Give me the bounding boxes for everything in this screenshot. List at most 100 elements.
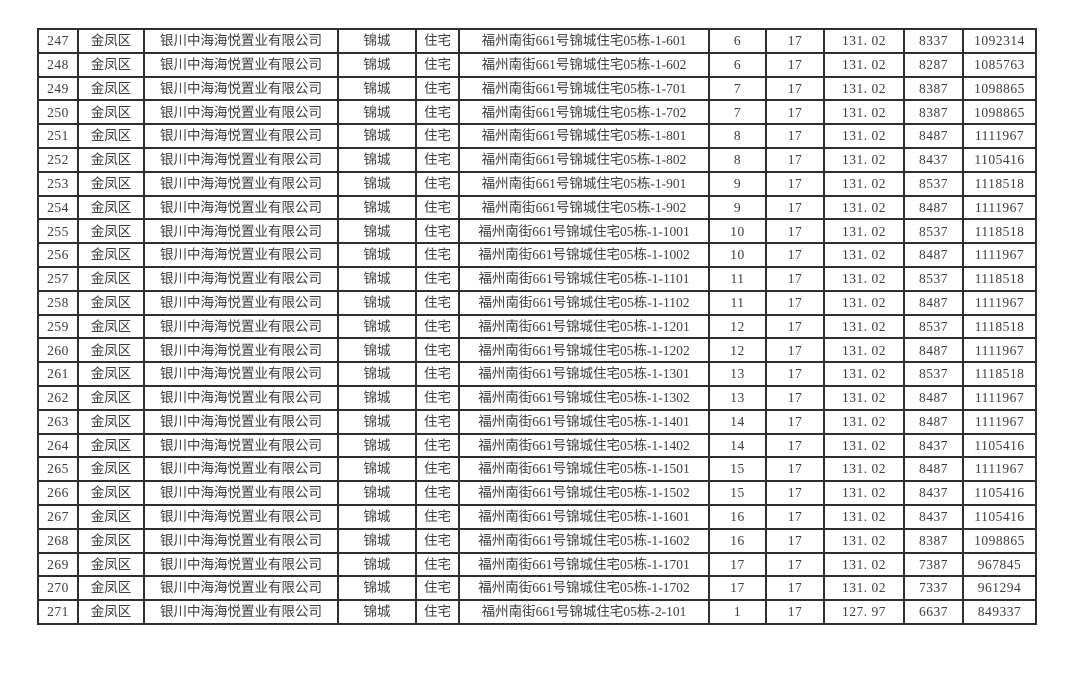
developer-cell: 银川中海海悦置业有限公司: [143, 170, 339, 197]
total-price-cell: 1085763: [962, 51, 1037, 78]
district-cell: 金凤区: [77, 75, 145, 102]
use-type-cell: 住宅: [415, 123, 460, 149]
table-row: 260 金凤区 银川中海海悦置业有限公司 锦城 住宅 福州南街661号锦城住宅05栋-1-…: [37, 337, 1037, 364]
seq-cell: 268: [37, 527, 79, 554]
seq-cell: 265: [37, 456, 79, 483]
floor-cell: 16: [708, 503, 767, 530]
total-price-cell: 1111967: [962, 337, 1037, 364]
unit-price-cell: 8537: [903, 361, 964, 387]
address-cell: 福州南街661号锦城住宅05栋-1-1702: [458, 575, 710, 602]
district-cell: 金凤区: [77, 503, 145, 530]
developer-cell: 银川中海海悦置业有限公司: [143, 361, 339, 387]
seq-cell: 261: [37, 361, 79, 387]
seq-cell: 259: [37, 313, 79, 340]
use-type-cell: 住宅: [415, 218, 460, 245]
total-floors-cell: 17: [765, 99, 825, 126]
total-floors-cell: 17: [765, 503, 825, 530]
seq-cell: 256: [37, 242, 79, 268]
address-cell: 福州南街661号锦城住宅05栋-1-1002: [458, 242, 710, 268]
developer-cell: 银川中海海悦置业有限公司: [143, 337, 339, 364]
table-row: 261 金凤区 银川中海海悦置业有限公司 锦城 住宅 福州南街661号锦城住宅05栋-1-…: [37, 361, 1037, 387]
developer-cell: 银川中海海悦置业有限公司: [143, 480, 339, 506]
area-cell: 131. 02: [823, 99, 905, 126]
district-cell: 金凤区: [77, 408, 145, 435]
total-price-cell: 1111967: [962, 123, 1037, 149]
project-cell: 锦城: [337, 265, 417, 292]
area-cell: 131. 02: [823, 75, 905, 102]
table-row: 270 金凤区 银川中海海悦置业有限公司 锦城 住宅 福州南街661号锦城住宅05栋-1-…: [37, 575, 1037, 602]
table-row: 256 金凤区 银川中海海悦置业有限公司 锦城 住宅 福州南街661号锦城住宅05栋-1-…: [37, 242, 1037, 268]
total-floors-cell: 17: [765, 551, 825, 578]
district-cell: 金凤区: [77, 289, 145, 316]
developer-cell: 银川中海海悦置业有限公司: [143, 456, 339, 483]
address-cell: 福州南街661号锦城住宅05栋-1-1601: [458, 503, 710, 530]
floor-cell: 15: [708, 456, 767, 483]
area-cell: 131. 02: [823, 218, 905, 245]
seq-cell: 253: [37, 170, 79, 197]
unit-price-cell: 8437: [903, 480, 964, 506]
use-type-cell: 住宅: [415, 456, 460, 483]
area-cell: 131. 02: [823, 575, 905, 602]
project-cell: 锦城: [337, 456, 417, 483]
use-type-cell: 住宅: [415, 75, 460, 102]
area-cell: 131. 02: [823, 337, 905, 364]
total-floors-cell: 17: [765, 408, 825, 435]
floor-cell: 13: [708, 384, 767, 411]
floor-cell: 16: [708, 527, 767, 554]
developer-cell: 银川中海海悦置业有限公司: [143, 51, 339, 78]
total-price-cell: 1098865: [962, 75, 1037, 102]
developer-cell: 银川中海海悦置业有限公司: [143, 432, 339, 459]
district-cell: 金凤区: [77, 361, 145, 387]
district-cell: 金凤区: [77, 123, 145, 149]
floor-cell: 6: [708, 28, 767, 54]
total-floors-cell: 17: [765, 384, 825, 411]
total-floors-cell: 17: [765, 289, 825, 316]
address-cell: 福州南街661号锦城住宅05栋-2-101: [458, 599, 710, 625]
total-price-cell: 1105416: [962, 503, 1037, 530]
total-price-cell: 1111967: [962, 456, 1037, 483]
floor-cell: 8: [708, 123, 767, 149]
area-cell: 131. 02: [823, 146, 905, 173]
developer-cell: 银川中海海悦置业有限公司: [143, 527, 339, 554]
project-cell: 锦城: [337, 408, 417, 435]
address-cell: 福州南街661号锦城住宅05栋-1-602: [458, 51, 710, 78]
total-price-cell: 849337: [962, 599, 1037, 625]
project-cell: 锦城: [337, 503, 417, 530]
floor-cell: 11: [708, 265, 767, 292]
project-cell: 锦城: [337, 75, 417, 102]
table-row: 249 金凤区 银川中海海悦置业有限公司 锦城 住宅 福州南街661号锦城住宅05栋-1-…: [37, 75, 1037, 102]
unit-price-cell: 8487: [903, 242, 964, 268]
address-cell: 福州南街661号锦城住宅05栋-1-1102: [458, 289, 710, 316]
total-price-cell: 1098865: [962, 527, 1037, 554]
area-cell: 131. 02: [823, 527, 905, 554]
developer-cell: 银川中海海悦置业有限公司: [143, 599, 339, 625]
total-price-cell: 961294: [962, 575, 1037, 602]
unit-price-cell: 8387: [903, 75, 964, 102]
table-body: 247 金凤区 银川中海海悦置业有限公司 锦城 住宅 福州南街661号锦城住宅05栋-1-…: [37, 28, 1037, 625]
floor-cell: 13: [708, 361, 767, 387]
district-cell: 金凤区: [77, 551, 145, 578]
total-price-cell: 1111967: [962, 194, 1037, 221]
developer-cell: 银川中海海悦置业有限公司: [143, 408, 339, 435]
table-row: 262 金凤区 银川中海海悦置业有限公司 锦城 住宅 福州南街661号锦城住宅05栋-1-…: [37, 384, 1037, 411]
use-type-cell: 住宅: [415, 527, 460, 554]
seq-cell: 249: [37, 75, 79, 102]
floor-cell: 14: [708, 408, 767, 435]
total-price-cell: 1118518: [962, 361, 1037, 387]
unit-price-cell: 8487: [903, 337, 964, 364]
use-type-cell: 住宅: [415, 432, 460, 459]
table-row: 268 金凤区 银川中海海悦置业有限公司 锦城 住宅 福州南街661号锦城住宅05栋-1-…: [37, 527, 1037, 554]
district-cell: 金凤区: [77, 313, 145, 340]
developer-cell: 银川中海海悦置业有限公司: [143, 194, 339, 221]
total-floors-cell: 17: [765, 28, 825, 54]
floor-cell: 1: [708, 599, 767, 625]
project-cell: 锦城: [337, 289, 417, 316]
floor-cell: 14: [708, 432, 767, 459]
address-cell: 福州南街661号锦城住宅05栋-1-1202: [458, 337, 710, 364]
floor-cell: 10: [708, 242, 767, 268]
area-cell: 131. 02: [823, 432, 905, 459]
total-price-cell: 967845: [962, 551, 1037, 578]
unit-price-cell: 8437: [903, 503, 964, 530]
address-cell: 福州南街661号锦城住宅05栋-1-1401: [458, 408, 710, 435]
use-type-cell: 住宅: [415, 28, 460, 54]
